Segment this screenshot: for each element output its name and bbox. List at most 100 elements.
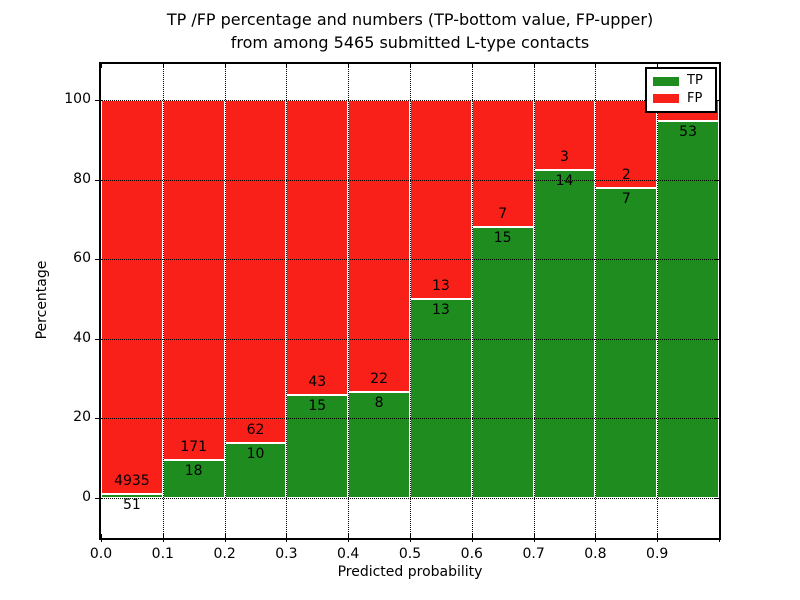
x-tick-label: 0.7 (522, 546, 545, 562)
gridline-x (533, 64, 535, 538)
x-tick-top (224, 64, 226, 68)
x-tick-label: 0.2 (213, 546, 236, 562)
x-tick-label: 0.6 (460, 546, 483, 562)
plot-area: 4935 51 171 18 62 10 43 15 22 8 13 13 7 15 3 14 2 7 53 0.0 0… (64, 62, 721, 562)
bar-label-fp: 2 (621, 167, 631, 184)
bar-segment-tp (348, 391, 410, 498)
x-tick-top (595, 64, 597, 68)
x-tick-bottom (657, 534, 659, 542)
y-tick-right (715, 179, 719, 181)
bar-label-tp: 10 (246, 445, 265, 462)
x-tick-label: 0.1 (151, 546, 174, 562)
x-tick-label: 0.0 (89, 546, 113, 562)
bar-label-fp: 4935 (114, 473, 150, 490)
legend-label-tp: TP (687, 73, 703, 89)
y-tick-label: 20 (73, 409, 91, 426)
bar-label-tp: 8 (374, 394, 384, 411)
gridline-x (162, 64, 164, 538)
x-tick-bottom (719, 534, 720, 542)
bar-label-tp: 18 (184, 463, 203, 480)
bar-segment-fp (286, 100, 349, 395)
gridline-y (101, 179, 719, 181)
bar-label-tp: 51 (122, 497, 141, 514)
chart-title-line2: from among 5465 submitted L-type contact… (230, 33, 590, 52)
x-tick-bottom (348, 534, 350, 542)
y-tick-left (95, 259, 101, 261)
bar-segment-fp (348, 100, 410, 392)
x-tick-label: 0.8 (584, 546, 607, 562)
bar-label-tp: 14 (555, 173, 574, 190)
bar-segment-tp (595, 188, 658, 498)
y-tick-right (715, 498, 719, 499)
bar-label-tp: 13 (431, 302, 450, 318)
tp-swatch-icon (653, 76, 679, 86)
gridline-x (224, 64, 226, 538)
gridline-x (286, 64, 288, 538)
bar-label-tp: 15 (493, 229, 512, 246)
x-tick-bottom (471, 534, 473, 542)
gridline-x (471, 64, 473, 538)
x-tick-top (410, 64, 411, 68)
bar-label-fp: 22 (370, 370, 389, 387)
bar-segment-tp (471, 226, 534, 498)
bar-label-tp: 15 (308, 397, 327, 414)
bar-segment-fp (162, 100, 225, 461)
fp-swatch-icon (653, 94, 679, 104)
gridline-x (657, 64, 659, 538)
bar-segment-tp (410, 299, 472, 498)
bar-label-fp: 3 (560, 149, 569, 166)
y-tick-right (715, 418, 719, 420)
y-tick-label: 60 (73, 250, 91, 267)
bar-label-fp: 13 (431, 278, 450, 294)
bar-label-fp: 171 (180, 439, 208, 456)
bar-segment-tp (533, 170, 596, 498)
gridline-y (101, 259, 719, 261)
bar-segment-fp (533, 100, 596, 171)
x-tick-label: 0.9 (646, 546, 669, 562)
bar-label-fp: 43 (308, 373, 327, 390)
x-tick-top (657, 64, 659, 68)
chart-title-line1: TP /FP percentage and numbers (TP-bottom… (166, 10, 654, 29)
y-tick-label: 40 (73, 329, 91, 346)
gridline-x (348, 64, 350, 538)
y-tick-left (95, 498, 101, 499)
y-axis-label: Percentage (34, 260, 50, 340)
gridline-y (101, 338, 719, 340)
bar-segment-fp (595, 100, 658, 189)
y-tick-label: 80 (73, 170, 91, 187)
x-tick-label: 0.5 (398, 546, 422, 562)
y-tick-left (95, 179, 101, 181)
x-tick-label: 0.4 (337, 546, 360, 562)
gridline-y (101, 498, 719, 499)
x-tick-label: 0.3 (275, 546, 298, 562)
y-tick-right (715, 259, 719, 261)
legend-label-fp: FP (687, 90, 703, 106)
x-tick-bottom (286, 534, 288, 542)
x-tick-top (533, 64, 535, 68)
y-tick-left (95, 100, 101, 101)
bar-segment-tp (162, 460, 225, 498)
legend: TP FP (645, 67, 717, 113)
bar-label-tp: 7 (621, 191, 631, 208)
y-tick-right (715, 100, 719, 101)
bar-segment-fp (410, 100, 472, 299)
x-tick-top (101, 64, 102, 68)
bar-segment-tp (286, 394, 349, 498)
gridline-x (410, 64, 411, 538)
x-tick-bottom (224, 534, 226, 542)
bar-label-fp: 62 (246, 421, 265, 438)
x-tick-top (471, 64, 473, 68)
legend-item-fp: FP (653, 90, 709, 106)
gridline-y (101, 418, 719, 420)
x-tick-bottom (101, 534, 102, 542)
y-tick-label: 0 (82, 489, 91, 505)
bar-segment-tp (657, 121, 719, 498)
bar-label-fp: 7 (498, 205, 508, 222)
x-tick-top (719, 64, 720, 68)
x-tick-bottom (533, 534, 535, 542)
bar-segment-fp (224, 100, 287, 443)
gridline-y (101, 100, 719, 101)
x-tick-bottom (410, 534, 411, 542)
bar-segment-fp (101, 100, 163, 495)
